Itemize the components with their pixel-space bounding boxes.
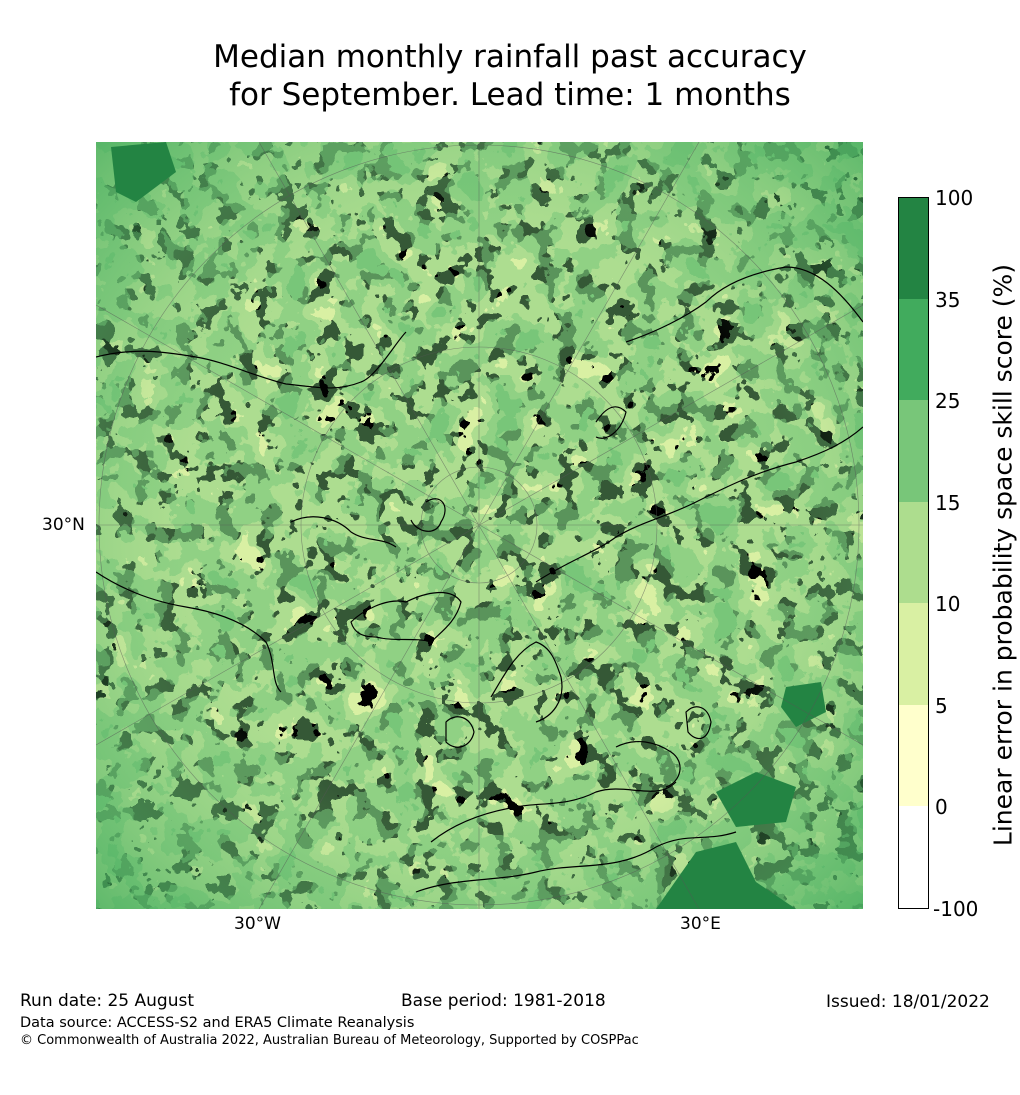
chart-title: Median monthly rainfall past accuracy fo… [0,38,1020,114]
polar-map [96,142,863,909]
north-africa [415,831,737,893]
colorbar-label-35: 35 [935,288,961,312]
lon-tick-30w: 30°W [234,914,281,934]
greenland [350,591,462,643]
hudson-bay [290,516,397,548]
run-date: Run date: 25 August [20,991,194,1011]
colorbar-label-0: 0 [935,795,948,819]
lat-tick-30n: 30°N [42,515,85,535]
colorbar-segment-neg100-0 [898,806,929,909]
data-source: Data source: ACCESS-S2 and ERA5 Climate … [20,1015,415,1031]
colorbar-label-5: 5 [935,694,948,718]
colorbar-frame [898,197,929,909]
alaska-coast [96,331,407,389]
colorbar-segment-5-10 [898,603,929,706]
colorbar-label-100: 100 [935,186,974,210]
lon-tick-30e: 30°E [680,914,721,934]
outer-high-skill [96,142,863,909]
high-skill-patch-india [781,682,826,727]
colorbar-title: Linear error in probability space skill … [988,263,1018,847]
colorbar [898,197,929,909]
siberia-coast [535,426,863,583]
colorbar-label-25: 25 [935,389,961,413]
colorbar-segment-15-25 [898,400,929,503]
colorbar-segment-25-35 [898,299,929,401]
high-skill-patch-pacific [111,142,176,202]
chukotka-coast [625,266,863,343]
caspian-sea [685,706,712,740]
colorbar-label-15: 15 [935,491,961,515]
scandinavia [490,641,563,723]
colorbar-segment-0-5 [898,705,929,807]
high-skill-patch-arabia [716,772,796,827]
issued-date: Issued: 18/01/2022 [826,992,990,1012]
map-canvas [96,142,863,909]
copyright: © Commonwealth of Australia 2022, Austra… [20,1033,639,1048]
high-skill-patch-middle-east [656,842,796,909]
novaya-zemlya [595,406,627,439]
north-america-coast [96,571,282,693]
title-line-1: Median monthly rainfall past accuracy [213,39,807,75]
europe-med-north [430,781,677,843]
colorbar-segment-10-15 [898,502,929,604]
colorbar-label-10: 10 [935,592,961,616]
graticule [96,142,863,909]
british-isles [445,716,475,748]
title-line-2: for September. Lead time: 1 months [229,77,791,113]
colorbar-label-neg100: -100 [933,897,979,921]
arctic-islands [410,498,446,532]
base-period: Base period: 1981-2018 [401,991,606,1011]
black-sea [615,740,681,788]
coastlines [96,266,863,893]
